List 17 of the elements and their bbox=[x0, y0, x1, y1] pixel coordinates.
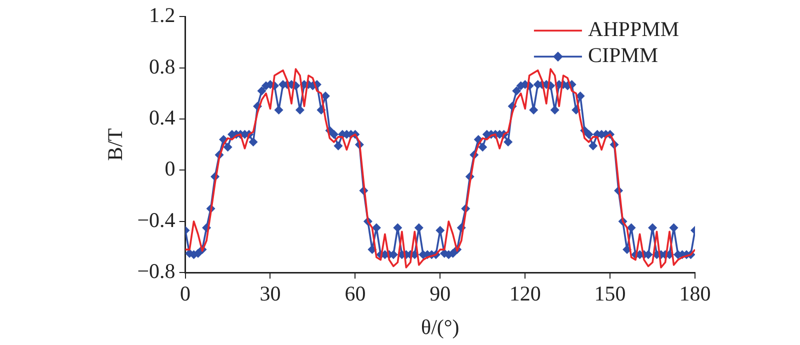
x-tick-label: 150 bbox=[594, 282, 626, 306]
y-tick-label: 0.8 bbox=[149, 54, 176, 78]
legend-label: AHPPMM bbox=[588, 17, 680, 42]
x-tick-label: 30 bbox=[260, 282, 281, 306]
y-axis-title: B/T bbox=[103, 128, 128, 161]
y-tick-label: 0 bbox=[164, 156, 176, 181]
x-axis-title: θ/(°) bbox=[421, 314, 460, 339]
x-tick-label: 60 bbox=[344, 282, 366, 306]
y-tick-label: −0.8 bbox=[137, 259, 176, 284]
y-tick-label: 1.2 bbox=[149, 3, 176, 28]
y-tick-label: −0.4 bbox=[137, 208, 176, 232]
x-tick-label: 0 bbox=[180, 282, 191, 306]
legend-label: CIPMM bbox=[588, 43, 658, 68]
x-tick-label: 120 bbox=[509, 282, 541, 306]
x-tick-label: 90 bbox=[430, 282, 451, 306]
x-tick-label: 180 bbox=[679, 282, 711, 306]
y-tick-label: 0.4 bbox=[149, 106, 176, 130]
